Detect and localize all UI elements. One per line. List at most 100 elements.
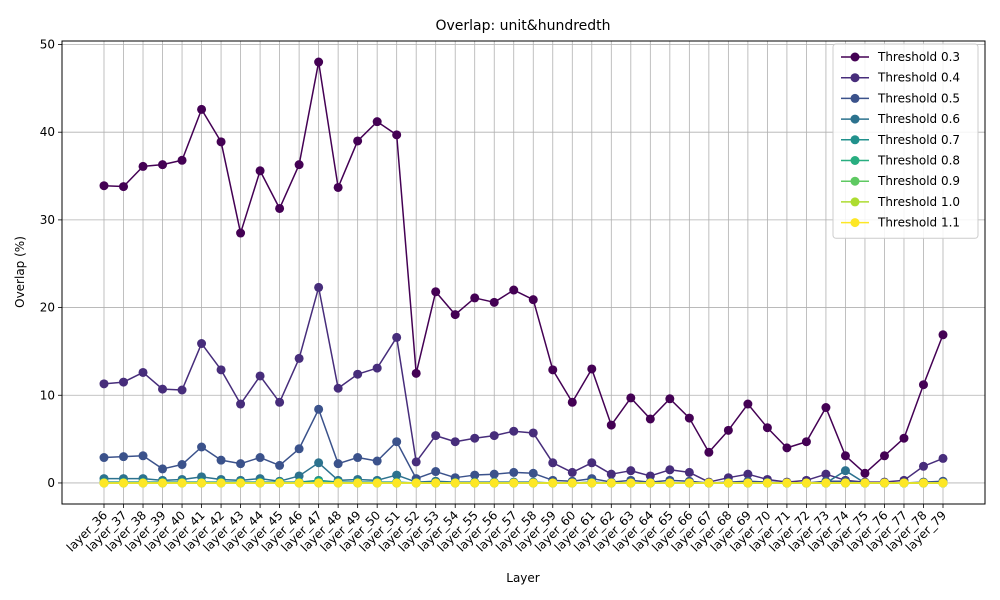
- data-point: [333, 383, 343, 393]
- legend: Threshold 0.3 Threshold 0.4 Threshold 0.5 T…: [832, 43, 979, 239]
- data-point: [158, 464, 168, 474]
- data-point: [333, 478, 343, 488]
- series-group: [99, 57, 948, 488]
- data-point: [762, 478, 772, 488]
- y-tick-label: 30: [40, 213, 55, 227]
- data-point: [431, 478, 441, 488]
- legend-marker: [850, 197, 860, 207]
- legend-label: Threshold 0.8: [877, 154, 960, 168]
- data-point: [197, 339, 207, 349]
- data-point: [528, 295, 538, 305]
- legend-label: Threshold 0.3: [877, 50, 960, 64]
- data-point: [606, 420, 616, 430]
- data-point: [567, 397, 577, 407]
- data-point: [411, 457, 421, 467]
- data-point: [489, 431, 499, 441]
- data-point: [567, 478, 577, 488]
- data-point: [821, 403, 831, 413]
- data-point: [353, 136, 363, 146]
- data-point: [197, 442, 207, 452]
- data-point: [372, 456, 382, 466]
- data-point: [665, 394, 675, 404]
- data-point: [606, 478, 616, 488]
- data-point: [353, 369, 363, 379]
- data-point: [860, 478, 870, 488]
- plot-frame: [61, 40, 986, 505]
- data-point: [119, 452, 129, 462]
- data-point: [314, 57, 324, 67]
- data-point: [645, 414, 655, 424]
- data-point: [899, 433, 909, 443]
- data-point: [918, 478, 928, 488]
- data-point: [275, 397, 285, 407]
- data-point: [392, 478, 402, 488]
- data-point: [840, 451, 850, 461]
- data-point: [782, 478, 792, 488]
- data-point: [801, 478, 811, 488]
- legend-marker: [850, 114, 860, 124]
- data-point: [528, 428, 538, 438]
- data-point: [294, 444, 304, 454]
- data-point: [509, 285, 519, 295]
- y-tick-label: 50: [40, 38, 55, 52]
- legend-box: [832, 43, 979, 239]
- data-point: [372, 117, 382, 127]
- data-point: [216, 137, 226, 147]
- data-point: [177, 460, 187, 470]
- data-point: [119, 377, 129, 387]
- data-point: [489, 478, 499, 488]
- data-point: [138, 451, 148, 461]
- chart-title: Overlap: unit&hundredth: [435, 18, 610, 34]
- data-point: [450, 437, 460, 447]
- data-point: [99, 453, 109, 463]
- data-point: [236, 478, 246, 488]
- data-point: [294, 160, 304, 170]
- data-point: [158, 384, 168, 394]
- data-point: [801, 437, 811, 447]
- data-point: [255, 371, 265, 381]
- legend-marker: [850, 52, 860, 62]
- data-point: [879, 478, 889, 488]
- data-point: [684, 467, 694, 477]
- data-point: [626, 393, 636, 403]
- y-tick-label: 0: [47, 476, 55, 490]
- legend-marker: [850, 156, 860, 165]
- data-point: [665, 478, 675, 488]
- data-point: [275, 460, 285, 470]
- data-point: [860, 468, 870, 478]
- data-point: [255, 478, 265, 488]
- data-point: [840, 478, 850, 488]
- legend-label: Threshold 0.6: [877, 112, 960, 126]
- data-point: [470, 293, 480, 303]
- legend-entry: Threshold 1.1: [841, 216, 960, 230]
- data-point: [138, 478, 148, 488]
- data-point: [821, 469, 831, 479]
- data-point: [119, 478, 129, 488]
- data-point: [99, 478, 109, 488]
- data-point: [509, 426, 519, 436]
- data-point: [626, 466, 636, 476]
- legend-marker: [850, 135, 860, 145]
- legend-label: Threshold 0.7: [877, 133, 960, 147]
- y-tick-label: 40: [40, 125, 55, 139]
- legend-marker: [850, 93, 860, 103]
- data-point: [353, 478, 363, 488]
- data-point: [314, 458, 324, 468]
- y-tick-label: 20: [40, 301, 55, 315]
- data-point: [275, 203, 285, 213]
- data-point: [918, 461, 928, 471]
- data-point: [255, 166, 265, 176]
- data-point: [216, 365, 226, 375]
- data-point: [216, 455, 226, 465]
- y-axis-label: Overlap (%): [13, 236, 27, 308]
- data-point: [353, 453, 363, 463]
- legend-entry: Threshold 0.6: [841, 112, 960, 126]
- data-point: [197, 478, 207, 488]
- legend-label: Threshold 0.4: [877, 71, 960, 85]
- data-point: [333, 182, 343, 192]
- data-point: [548, 365, 558, 375]
- data-point: [509, 467, 519, 477]
- data-point: [587, 478, 597, 488]
- data-point: [99, 181, 109, 191]
- data-point: [138, 367, 148, 377]
